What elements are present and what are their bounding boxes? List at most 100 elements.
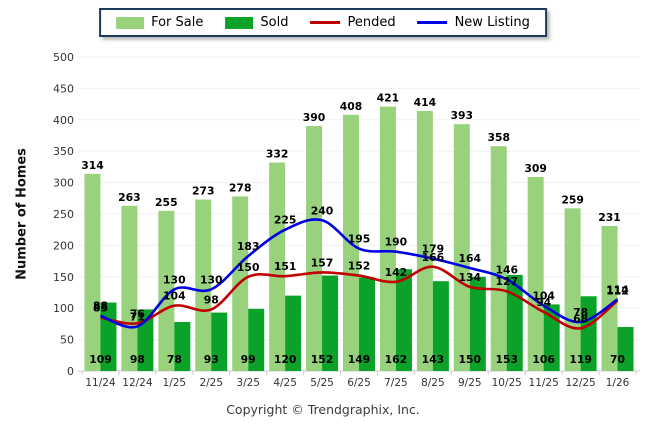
for-sale-value-label: 255 — [155, 196, 178, 209]
for-sale-value-label: 314 — [81, 159, 104, 172]
x-axis-label: 12/24 — [122, 377, 153, 389]
y-tick-label: 250 — [53, 208, 74, 221]
x-axis-label: 10/25 — [492, 377, 522, 389]
bar-sold — [359, 277, 375, 371]
y-tick-label: 500 — [53, 51, 74, 64]
x-axis-label: 7/25 — [384, 377, 408, 389]
for-sale-swatch-icon — [116, 16, 145, 29]
new-listing-value-label: 195 — [348, 233, 371, 246]
y-tick-label: 400 — [53, 114, 74, 127]
x-axis-label: 11/24 — [85, 377, 116, 389]
bar-for-sale — [379, 106, 396, 371]
for-sale-value-label: 358 — [487, 131, 510, 144]
bar-sold — [285, 295, 302, 371]
new-listing-value-label: 130 — [163, 273, 186, 286]
new-listing-value-label: 130 — [200, 273, 223, 286]
pended-line — [100, 265, 619, 330]
new-listing-value-label: 225 — [274, 214, 297, 227]
y-tick-label: 450 — [53, 82, 74, 95]
new-listing-value-label: 190 — [385, 236, 408, 249]
sold-value-label: 152 — [311, 353, 334, 366]
x-axis-label: 6/25 — [347, 377, 371, 389]
y-tick-label: 300 — [53, 177, 74, 190]
pended-value-label: 85 — [93, 302, 108, 315]
new-listing-value-label: 183 — [237, 240, 260, 253]
pended-value-label: 151 — [274, 260, 297, 273]
pended-value-label: 150 — [237, 261, 260, 274]
pended-value-label: 98 — [204, 293, 219, 306]
pended-value-label: 166 — [422, 251, 445, 264]
sold-swatch-icon — [225, 16, 254, 29]
legend-label-pended: Pended — [347, 15, 396, 30]
for-sale-value-label: 414 — [414, 96, 437, 109]
new-listing-value-label: 146 — [495, 263, 518, 276]
sold-value-label: 70 — [610, 353, 625, 366]
bar-sold — [395, 269, 412, 371]
new-listing-value-label: 88 — [93, 300, 108, 313]
bar-sold — [506, 274, 523, 371]
pended-value-label: 112 — [606, 285, 629, 298]
x-axis-label: 8/25 — [421, 377, 445, 389]
bar-sold — [580, 296, 597, 371]
for-sale-value-label: 393 — [451, 109, 474, 122]
bar-for-sale — [490, 146, 507, 371]
legend: For Sale Sold Pended New Listing — [99, 8, 547, 37]
for-sale-value-label: 273 — [192, 185, 215, 198]
for-sale-value-label: 263 — [118, 191, 141, 204]
bar-sold — [469, 276, 486, 371]
y-tick-label: 350 — [53, 145, 74, 158]
x-axis-label: 2/25 — [199, 377, 223, 389]
y-tick-label: 50 — [60, 334, 74, 347]
for-sale-value-label: 332 — [266, 148, 289, 161]
copyright-text: Copyright © Trendgraphix, Inc. — [226, 402, 420, 417]
bar-for-sale — [269, 162, 286, 371]
sold-value-label: 106 — [532, 353, 555, 366]
pended-line-icon — [310, 21, 341, 24]
new-listing-value-label: 240 — [311, 204, 334, 217]
x-axis-label: 1/25 — [163, 377, 187, 389]
bar-sold — [543, 304, 560, 371]
for-sale-value-label: 231 — [598, 211, 621, 224]
pended-value-label: 134 — [459, 271, 482, 284]
y-tick-label: 150 — [53, 271, 74, 284]
new-listing-value-label: 114 — [606, 283, 629, 296]
y-tick-label: 100 — [53, 302, 74, 315]
bar-for-sale — [195, 199, 212, 371]
for-sale-value-label: 278 — [229, 181, 252, 194]
bar-for-sale — [527, 176, 544, 371]
sold-value-label: 99 — [241, 353, 256, 366]
sold-value-label: 153 — [495, 353, 518, 366]
for-sale-value-label: 259 — [561, 193, 584, 206]
x-axis-label: 4/25 — [273, 377, 297, 389]
bar-for-sale — [601, 225, 618, 371]
bar-sold — [174, 322, 191, 371]
new-listing-value-label: 71 — [130, 310, 145, 323]
x-axis-label: 3/25 — [236, 377, 260, 389]
bar-for-sale — [453, 124, 470, 371]
sold-value-label: 98 — [130, 353, 145, 366]
bar-sold — [432, 281, 449, 371]
pended-value-label: 68 — [573, 312, 588, 325]
x-axis-label: 5/25 — [310, 377, 334, 389]
bar-for-sale — [84, 173, 101, 371]
legend-item-pended: Pended — [310, 15, 396, 30]
sold-value-label: 162 — [385, 353, 408, 366]
new-listing-value-label: 78 — [573, 306, 588, 319]
bar-sold — [322, 275, 339, 371]
pended-value-label: 152 — [348, 260, 371, 273]
new-listing-value-label: 164 — [459, 252, 482, 265]
new-listing-line-icon — [417, 21, 448, 24]
sold-value-label: 150 — [459, 353, 482, 366]
sold-value-label: 78 — [167, 353, 182, 366]
sold-value-label: 143 — [422, 353, 445, 366]
sold-value-label: 119 — [569, 353, 592, 366]
for-sale-value-label: 408 — [340, 100, 363, 113]
legend-label-new-listing: New Listing — [454, 15, 530, 30]
new-listing-value-label: 179 — [422, 243, 445, 256]
bar-for-sale — [121, 205, 138, 371]
bar-sold — [617, 327, 634, 371]
bar-sold — [248, 308, 265, 371]
bar-for-sale — [564, 208, 581, 371]
new-listing-line — [99, 218, 619, 329]
